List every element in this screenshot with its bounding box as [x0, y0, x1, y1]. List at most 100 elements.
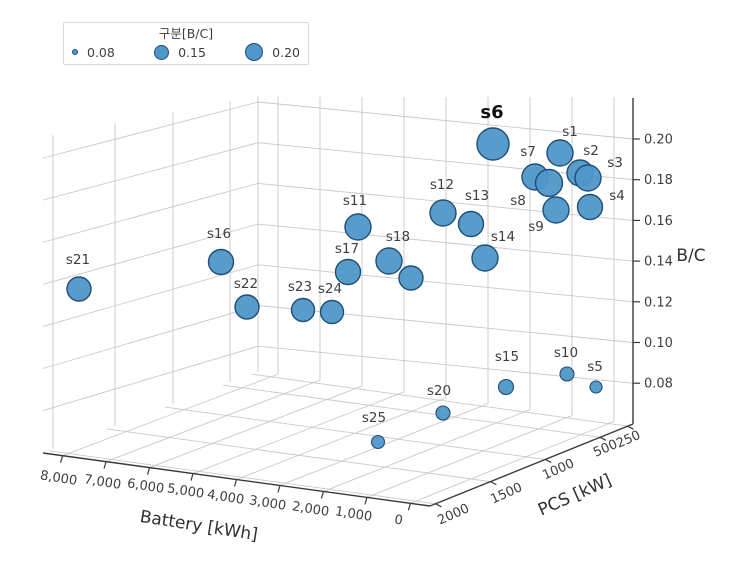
grid-z-leftwall [42, 223, 259, 285]
point-label-s22: s22 [234, 276, 258, 292]
grid-z-leftwall [42, 345, 259, 412]
battery-tick [407, 503, 412, 511]
pcs-tick-label: 1500 [488, 480, 524, 507]
battery-tick-label: 4,000 [206, 487, 245, 508]
data-point-s14 [471, 244, 499, 272]
grid-b-floor [192, 391, 404, 474]
grid-b-floor [366, 415, 573, 498]
point-label-s8: s8 [510, 193, 526, 209]
data-point-s1 [546, 139, 574, 167]
data-point-s3 [574, 164, 602, 192]
point-label-s7: s7 [520, 144, 536, 160]
data-point-s25 [370, 434, 386, 450]
grid-b-floor [323, 409, 530, 492]
point-label-s17: s17 [335, 241, 359, 257]
point-label-s25: s25 [362, 410, 386, 426]
pcs-tick [544, 458, 552, 463]
z-tick-label: 0.18 [644, 173, 673, 188]
grid-z-leftwall [42, 142, 259, 201]
z-axis-title: B/C [676, 246, 705, 266]
data-point-s5 [589, 380, 603, 394]
point-label-s24: s24 [318, 281, 342, 297]
legend-label-small: 0.08 [87, 44, 115, 60]
battery-tick [59, 455, 64, 463]
battery-tick-label: 3,000 [248, 493, 287, 514]
z-tick-label: 0.16 [644, 214, 673, 229]
pcs-tick [435, 503, 442, 508]
data-point-s16 [207, 248, 235, 276]
pcs-axis-spine [429, 423, 634, 507]
battery-tick-label: 2,000 [291, 499, 330, 520]
pcs-tick [599, 436, 607, 441]
data-point-s23 [290, 297, 316, 323]
data-point-s9 [542, 196, 570, 224]
grid-z-leftwall [42, 101, 259, 159]
z-tick-label: 0.14 [644, 255, 673, 270]
data-point-s22 [234, 294, 260, 320]
battery-tick-label: 5,000 [166, 481, 205, 502]
grid-z-backwall [257, 101, 634, 140]
point-label-s15: s15 [495, 349, 519, 365]
point-label-s20: s20 [427, 383, 451, 399]
data-point-s4 [576, 193, 604, 221]
pcs-tick [627, 425, 634, 430]
grid-b-floor [236, 397, 446, 480]
point-label-s10: s10 [554, 345, 578, 361]
data-point-s24 [319, 299, 345, 325]
grid-b-floor [105, 380, 320, 463]
pcs-tick-label: 2000 [435, 501, 471, 528]
battery-tick-label: 8,000 [39, 468, 78, 489]
battery-tick [103, 461, 107, 469]
legend-label-large: 0.20 [272, 44, 300, 60]
data-point-s6 [476, 127, 510, 161]
data-point-s11 [344, 213, 372, 241]
legend-title: 구분[B/C] [158, 26, 214, 41]
legend-item-medium: 0.15 [154, 44, 206, 60]
grid-b-floor [62, 374, 278, 457]
z-tick-label: 0.10 [644, 336, 673, 351]
battery-tick [190, 473, 194, 481]
point-label-s13: s13 [465, 188, 489, 204]
grid-z-leftwall [42, 182, 259, 243]
legend-items: 0.08 0.15 0.20 [72, 43, 300, 61]
battery-tick-label: 6,000 [126, 476, 165, 497]
data-point-s15 [497, 378, 515, 396]
point-label-s14: s14 [491, 229, 515, 245]
battery-tick-label: 0 [393, 512, 404, 528]
point-label-s21: s21 [66, 252, 90, 268]
point-label-s9: s9 [528, 219, 544, 235]
point-label-s3: s3 [607, 155, 623, 171]
data-point-s13 [457, 210, 485, 238]
legend-label-medium: 0.15 [178, 44, 206, 60]
point-label-s2: s2 [583, 143, 599, 159]
battery-tick-label: 1,000 [334, 504, 373, 525]
bubble-size-large-icon [245, 43, 264, 61]
grid-z-leftwall [42, 305, 259, 369]
data-point-s8 [534, 168, 564, 198]
grid-z-backwall [257, 264, 634, 303]
grid-b-floor [149, 385, 362, 469]
legend-item-small: 0.08 [72, 45, 115, 60]
battery-tick-label: 7,000 [83, 472, 122, 493]
bubble-size-small-icon [72, 49, 78, 55]
bubble-size-medium-icon [154, 44, 170, 60]
grid-z-backwall [257, 223, 634, 262]
battery-tick [146, 467, 151, 475]
battery-tick [233, 479, 238, 487]
grid-b-floor [410, 420, 615, 504]
chart-legend: 구분[B/C] 0.08 0.15 0.20 [63, 22, 309, 65]
data-point-s12 [429, 199, 457, 227]
data-point-s17 [334, 258, 362, 286]
point-label-s4: s4 [609, 188, 625, 204]
battery-tick [277, 485, 281, 493]
z-tick-label: 0.12 [644, 295, 673, 310]
z-tick-label: 0.08 [644, 377, 673, 392]
point-label-s12: s12 [430, 177, 454, 193]
point-label-s16: s16 [207, 226, 231, 242]
data-point-s21 [66, 276, 92, 302]
data-point-s18 [375, 247, 403, 275]
battery-tick [320, 491, 325, 499]
data-point-unlabeled [398, 265, 424, 291]
legend-item-large: 0.20 [245, 43, 300, 61]
